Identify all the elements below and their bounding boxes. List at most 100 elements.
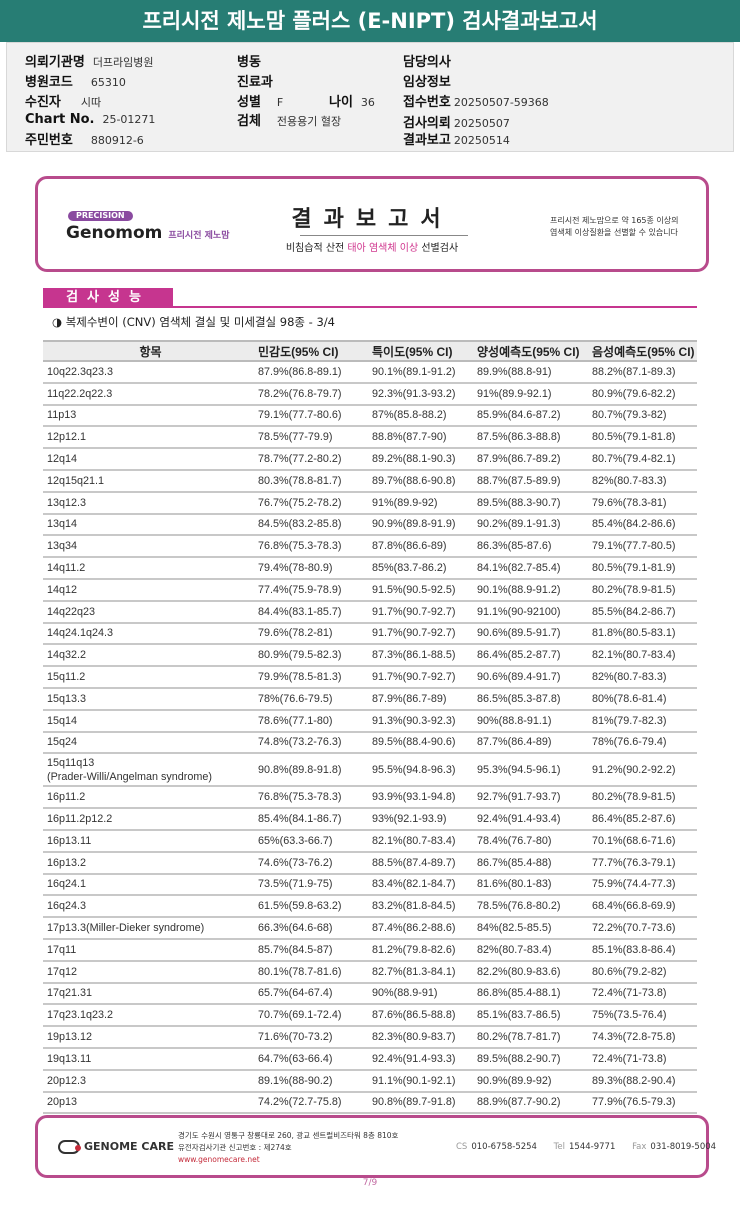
table-row: 16p11.2p12.2 85.4%(84.1-86.7) 93%(92.1-93.… (43, 808, 697, 831)
cell-value: 93.9%(93.1-94.8) (368, 786, 473, 810)
cell-text: 81.8%(80.5-83.1) (592, 627, 676, 640)
cell-text: 85.1%(83.7-86.5) (477, 1009, 561, 1022)
cell-text: 80.9%(79.6-82.2) (592, 387, 676, 400)
cell-text: 91.7%(90.7-92.7) (372, 671, 456, 684)
cell-text: 89.1%(88-90.2) (258, 1074, 333, 1087)
label: Chart No. (25, 112, 95, 127)
cell-text: 88.9%(87.7-90.2) (477, 1096, 561, 1109)
cell-text: 68.4%(66.8-69.9) (592, 900, 676, 913)
banner-tagline: 프리시전 제노맘으로 약 165종 이상의 염색체 이상질환을 선별할 수 있습니… (550, 215, 678, 239)
cell-text: 78.2%(76.8-79.7) (258, 387, 342, 400)
cell-text: 79.1%(77.7-80.6) (258, 409, 342, 422)
cell-text: 84.4%(83.1-85.7) (258, 605, 342, 618)
cell-value: 90.9%(89.9-92) (473, 1069, 588, 1093)
cell-value: 88.9%(87.7-90.2) (473, 1091, 588, 1115)
cell-text: 82.3%(80.9-83.7) (372, 1031, 456, 1043)
cell-value: 79.1%(77.7-80.5) (588, 535, 697, 559)
table-row: 15q24 74.8%(73.2-76.3) 89.5%(88.4-90.6) 87.… (43, 731, 697, 755)
cell-value: 85.5%(84.2-86.7) (588, 600, 697, 624)
cell-text: 74.3%(72.8-75.8) (592, 1031, 676, 1043)
table-row: 14q12 77.4%(75.9-78.9) 91.5%(90.5-92.5) 90.… (43, 578, 697, 602)
table-row: 16q24.1 73.5%(71.9-75) 83.4%(82.1-84.7) 81.… (43, 873, 697, 897)
cell-text: 80.6%(79.2-82) (592, 965, 667, 978)
cell-text: 83.2%(81.8-84.5) (372, 900, 456, 913)
cell-value: 91.7%(90.7-92.7) (368, 666, 473, 689)
cell-text: 16q24.1 (47, 878, 87, 891)
cell-text: 66.3%(64.6-68) (258, 922, 333, 935)
table-row: 11p13 79.1%(77.7-80.6) 87%(85.8-88.2) 85.9%… (43, 404, 697, 428)
cell-text: 17q11 (47, 943, 77, 956)
label: 접수번호 (403, 95, 451, 110)
cell-value: 78%(76.6-79.4) (588, 731, 697, 755)
cell-text: 95.5%(94.8-96.3) (372, 763, 456, 776)
cell-value: 91.7%(90.7-92.7) (368, 622, 473, 646)
cell-text: 14q11.2 (47, 562, 86, 575)
cell-text: 85%(83.7-86.2) (372, 562, 447, 575)
cell-region: 20p13 (43, 1091, 254, 1115)
cell-value: 90.6%(89.5-91.7) (473, 622, 588, 646)
cell-text: 87.6%(86.5-88.8) (372, 1009, 456, 1022)
cell-region: 16p11.2 (43, 786, 254, 810)
table-row: 19p13.12 71.6%(70-73.2) 82.3%(80.9-83.7) 80… (43, 1026, 697, 1049)
cell-value: 71.6%(70-73.2) (254, 1026, 368, 1049)
genome-care-logo: GENOME CARE (58, 1140, 174, 1154)
label: 병원코드 (25, 75, 73, 90)
cell-value: 66.3%(64.6-68) (254, 917, 368, 940)
cell-text: 64.7%(63-66.4) (258, 1052, 333, 1065)
cell-text: 87.9%(86.7-89) (372, 692, 447, 705)
cell-text: 75.9%(74.4-77.3) (592, 878, 676, 891)
cell-text: 90.8%(89.8-91.8) (258, 763, 342, 776)
cell-value: 87.4%(86.2-88.6) (368, 917, 473, 940)
cell-value: 72.4%(71-73.8) (588, 1047, 697, 1071)
cell-text: 91.1%(90.1-92.1) (372, 1074, 456, 1087)
footer-contacts: CS 010-6758-5254 Tel 1544-9771 Fax 031-8019… (456, 1142, 730, 1152)
cell-text: 84.5%(83.2-85.8) (258, 518, 342, 531)
cell-region: 14q24.1q24.3 (43, 622, 254, 646)
cell-text: 90%(88.9-91) (372, 987, 438, 1000)
cell-text: 16q24.3 (47, 900, 87, 913)
cell-text: 16p13.2 (47, 856, 87, 869)
clinical-info-field: 임상정보 (403, 71, 459, 90)
cell-text: 90.1%(88.9-91.2) (477, 583, 561, 596)
value: 25-01271 (102, 113, 156, 126)
cell-value: 75.9%(74.4-77.3) (588, 873, 697, 897)
table-row: 15q11q13 (Prader-Willi/Angelman syndrome)… (43, 753, 697, 788)
value: 20250507 (453, 117, 510, 130)
cell-value: 89.5%(88.3-90.7) (473, 491, 588, 515)
cell-value: 90%(88.8-91.1) (473, 709, 588, 733)
cell-region: 10q22.3q23.3 (43, 361, 254, 384)
cell-value: 78.7%(77.2-80.2) (254, 448, 368, 471)
cell-text: 16p11.2 (47, 791, 86, 804)
cell-text: 10q22.3q23.3 (47, 365, 114, 378)
cell-value: 68.4%(66.8-69.9) (588, 895, 697, 919)
fax-label: Fax (632, 1142, 647, 1152)
cell-value: 90.2%(89.1-91.3) (473, 513, 588, 537)
cell-text: 16p11.2p12.2 (47, 813, 113, 826)
cell-text: 80.7%(79.3-82) (592, 409, 667, 422)
label: 검체 (237, 114, 261, 129)
cell-text: 82.2%(80.9-83.6) (477, 965, 561, 978)
cell-region: 14q32.2 (43, 644, 254, 668)
cell-text: 16p13.11 (47, 834, 92, 847)
cell-text: 74.6%(73-76.2) (258, 856, 333, 869)
value: 시따 (80, 96, 102, 109)
cell-value: 85.9%(84.6-87.2) (473, 404, 588, 428)
cell-text: 76.7%(75.2-78.2) (258, 496, 342, 509)
cell-text: 85.7%(84.5-87) (258, 943, 333, 956)
website-link[interactable]: www.genomecare.net (178, 1155, 260, 1164)
cell-text: 91.7%(90.7-92.7) (372, 605, 456, 618)
cell-text: 88.5%(87.4-89.7) (372, 856, 456, 869)
cell-text: 90.1%(89.1-91.2) (372, 365, 456, 378)
cell-region: 15q14 (43, 709, 254, 733)
value: 20250514 (453, 134, 510, 147)
cell-value: 92.4%(91.4-93.4) (473, 808, 588, 831)
cell-region: 11p13 (43, 404, 254, 428)
cell-region: 17q12 (43, 960, 254, 984)
subtitle-post: 선별검사 (418, 243, 459, 254)
table-row: 19q13.11 64.7%(63-66.4) 92.4%(91.4-93.3) 89… (43, 1047, 697, 1071)
table-row: 12p12.1 78.5%(77-79.9) 88.8%(87.7-90) 87.5%… (43, 426, 697, 450)
cell-text: 85.4%(84.1-86.7) (258, 813, 342, 826)
genome-care-logo-icon (58, 1140, 81, 1154)
cell-text: 91%(89.9-92.1) (477, 387, 552, 400)
cell-text: 77.4%(75.9-78.9) (258, 583, 342, 596)
